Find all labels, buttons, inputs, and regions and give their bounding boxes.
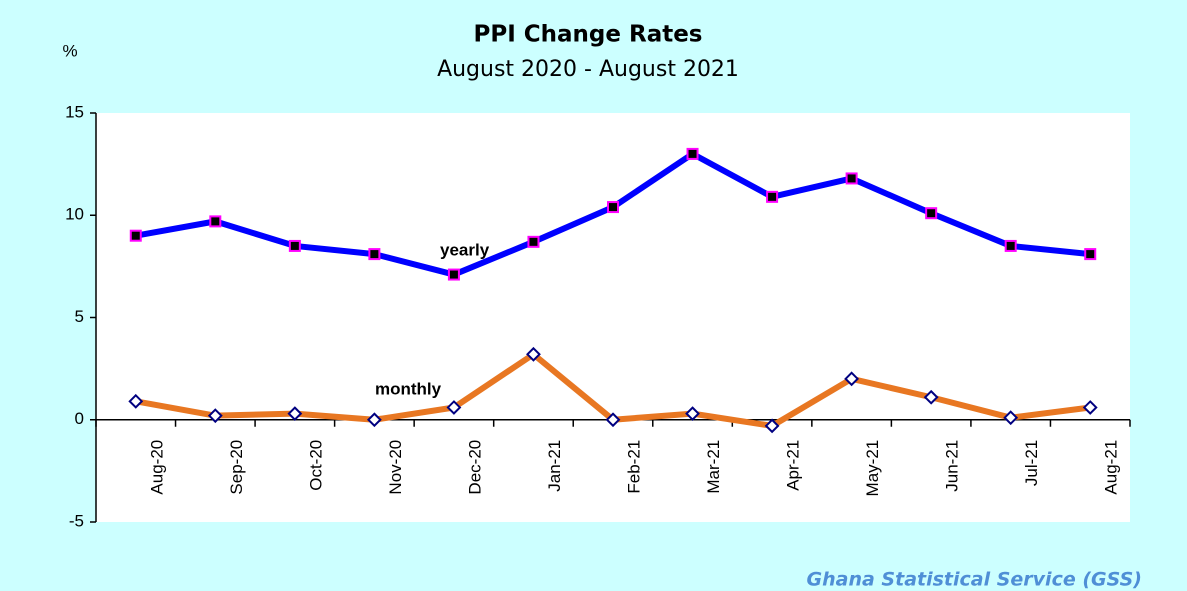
- y-tick-label: 5: [75, 307, 84, 326]
- source: Ghana Statistical Service (GSS): [807, 569, 1142, 591]
- point-marker: [366, 412, 382, 428]
- point-marker: [925, 207, 938, 220]
- x-tick-label: Aug-21: [1102, 440, 1121, 495]
- point-marker: [1004, 239, 1017, 252]
- y-tick-label: -5: [69, 511, 84, 530]
- point-marker: [209, 215, 222, 228]
- point-marker: [207, 408, 223, 424]
- x-tick-label: Mar-21: [704, 440, 723, 494]
- point-marker: [1082, 400, 1098, 415]
- y-tick-label: 10: [65, 205, 84, 224]
- x-tick-label: May-21: [863, 440, 882, 497]
- point-marker: [446, 400, 462, 415]
- point-marker: [607, 201, 619, 214]
- y-axis-label: %: [62, 41, 77, 60]
- point-marker: [368, 248, 381, 261]
- point-marker: [1084, 248, 1097, 261]
- point-marker: [287, 406, 303, 422]
- x-tick-label: Nov-20: [386, 440, 405, 495]
- x-tick-label: Dec-20: [465, 440, 484, 495]
- point-marker: [526, 346, 541, 362]
- x-tick-label: Jul-21: [1022, 440, 1041, 486]
- point-marker: [764, 418, 780, 434]
- x-tick-label: Apr-21: [784, 440, 803, 491]
- x-tick-label: Jan-21: [545, 440, 564, 492]
- point-marker: [923, 389, 939, 405]
- y-tick-label: 15: [65, 102, 84, 121]
- point-marker: [766, 190, 779, 203]
- point-marker: [845, 172, 858, 185]
- point-marker: [128, 393, 144, 409]
- series-annotation: monthly: [375, 379, 442, 398]
- plot-area: [96, 113, 1130, 522]
- series-annotation: yearly: [440, 240, 490, 259]
- y-tick-label: 0: [75, 409, 84, 428]
- point-marker: [686, 147, 699, 160]
- point-marker: [605, 412, 621, 428]
- chart-subtitle: August 2020 - August 2021: [437, 57, 739, 82]
- point-marker: [844, 371, 860, 387]
- point-marker: [447, 268, 460, 281]
- point-marker: [129, 229, 142, 242]
- x-tick-label: Jun-21: [943, 440, 962, 492]
- point-marker: [288, 239, 301, 252]
- x-tick-label: Feb-21: [624, 440, 643, 494]
- x-tick-label: Oct-20: [306, 440, 325, 491]
- point-marker: [685, 406, 700, 422]
- chart-title: PPI Change Rates: [473, 22, 702, 48]
- point-marker: [527, 235, 540, 248]
- x-tick-label: Sep-20: [227, 440, 246, 495]
- point-marker: [1003, 410, 1019, 426]
- x-tick-label: Aug-20: [147, 440, 166, 495]
